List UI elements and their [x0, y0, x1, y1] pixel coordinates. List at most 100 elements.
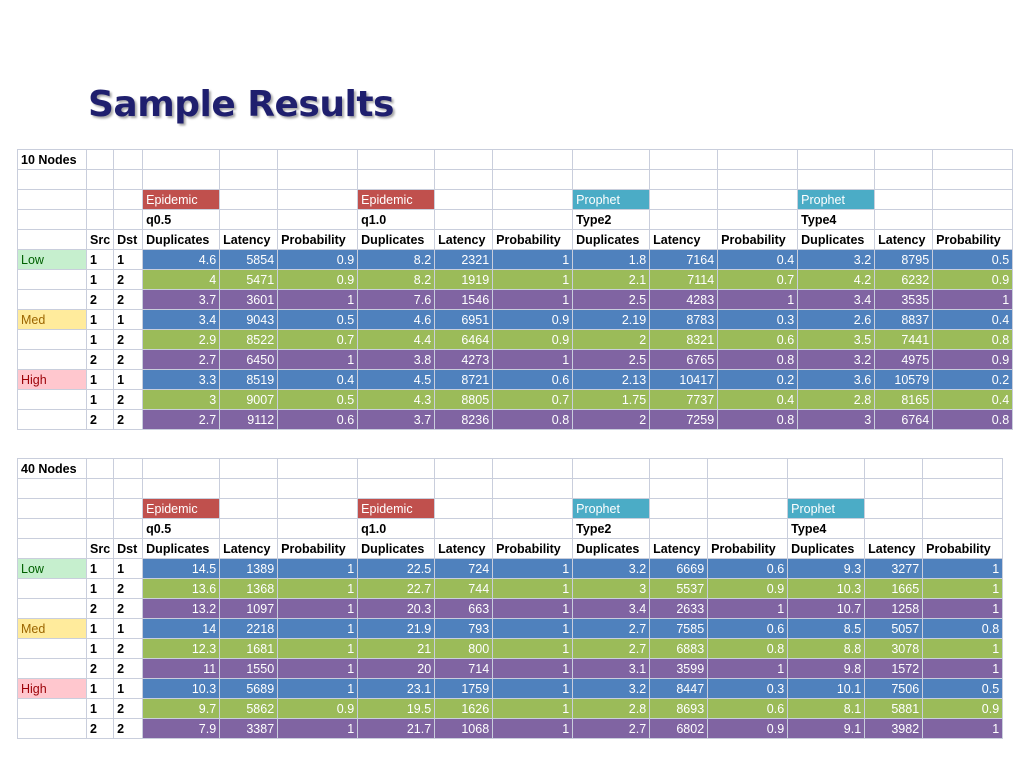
data-value: 0.6 — [707, 618, 789, 639]
data-value: 4.6 — [142, 249, 221, 270]
column-header-row: Src Dst Duplicates Latency Probability Duplic… — [17, 229, 1014, 250]
data-value: 1626 — [434, 698, 494, 719]
empty-cell — [717, 189, 799, 210]
empty-cell — [787, 458, 866, 479]
data-value: 0.9 — [277, 698, 359, 719]
data-value: 3.7 — [142, 289, 221, 310]
parameter-label: q1.0 — [357, 209, 436, 230]
src-value: 1 — [85, 369, 115, 390]
data-value: 7506 — [864, 678, 924, 699]
data-value: 1 — [922, 598, 1004, 619]
data-value: 1 — [277, 349, 359, 370]
data-value: 0.8 — [707, 638, 789, 659]
load-level — [17, 269, 87, 290]
data-value: 2.8 — [572, 698, 651, 719]
empty-cell — [113, 518, 144, 539]
data-value: 2 — [572, 329, 651, 350]
algorithm-label: Prophet — [572, 498, 651, 519]
data-value: 2.7 — [572, 638, 651, 659]
load-level: Low — [17, 558, 87, 579]
data-value: 3.7 — [357, 409, 436, 430]
algorithm-label: Epidemic — [357, 498, 436, 519]
dst-value: 1 — [113, 618, 144, 639]
src-value: 2 — [85, 409, 115, 430]
empty-cell — [113, 209, 144, 230]
data-value: 7585 — [649, 618, 709, 639]
table-row: 2 2 3.7 3601 1 7.6 1546 1 2.5 4283 1 3.4 3535 1 — [17, 289, 1014, 310]
data-value: 1 — [277, 558, 359, 579]
data-value: 8837 — [874, 309, 934, 330]
column-header: Latency — [219, 538, 279, 559]
column-header: Latency — [864, 538, 924, 559]
load-level — [17, 598, 87, 619]
data-value: 0.6 — [707, 698, 789, 719]
dst-value: 2 — [113, 658, 144, 679]
table-row: 1 2 9.7 5862 0.9 19.5 1626 1 2.8 8693 0.6 8.1 5881 0.… — [17, 698, 1004, 719]
data-value: 1.75 — [572, 389, 651, 410]
dst-value: 2 — [113, 289, 144, 310]
data-value: 663 — [434, 598, 494, 619]
empty-cell — [142, 458, 221, 479]
data-value: 0.6 — [277, 409, 359, 430]
empty-cell — [717, 209, 799, 230]
blank-row — [17, 478, 1004, 499]
empty-cell — [17, 169, 87, 190]
results-table-10-nodes: 10 Nodes Epidemic Epidemic Prophet Prophet q0… — [17, 149, 1014, 430]
empty-cell — [649, 149, 719, 170]
load-level — [17, 389, 87, 410]
empty-cell — [277, 458, 359, 479]
empty-cell — [717, 169, 799, 190]
empty-cell — [649, 169, 719, 190]
empty-cell — [874, 149, 934, 170]
load-level: High — [17, 369, 87, 390]
empty-cell — [922, 458, 1004, 479]
data-value: 0.9 — [932, 269, 1014, 290]
empty-cell — [707, 458, 789, 479]
data-value: 1 — [492, 558, 574, 579]
empty-cell — [932, 169, 1014, 190]
data-value: 0.4 — [277, 369, 359, 390]
column-header: Probability — [717, 229, 799, 250]
data-value: 1258 — [864, 598, 924, 619]
load-level — [17, 289, 87, 310]
table-row: Low 1 1 4.6 5854 0.9 8.2 2321 1 1.8 7164 0.4 3.2 8795… — [17, 249, 1014, 270]
column-header: Duplicates — [787, 538, 866, 559]
column-header: Dst — [113, 538, 144, 559]
data-value: 9007 — [219, 389, 279, 410]
data-value: 1 — [492, 658, 574, 679]
table-row: Low 1 1 14.5 1389 1 22.5 724 1 3.2 6669 0.6 9.3 3277 1 — [17, 558, 1004, 579]
empty-cell — [932, 149, 1014, 170]
data-value: 1546 — [434, 289, 494, 310]
empty-cell — [219, 518, 279, 539]
load-level — [17, 578, 87, 599]
data-value: 7.6 — [357, 289, 436, 310]
src-value: 2 — [85, 718, 115, 739]
data-value: 1919 — [434, 269, 494, 290]
data-value: 793 — [434, 618, 494, 639]
data-value: 2218 — [219, 618, 279, 639]
data-value: 3078 — [864, 638, 924, 659]
src-value: 1 — [85, 698, 115, 719]
parameter-label: Type4 — [797, 209, 876, 230]
empty-cell — [572, 478, 651, 499]
data-value: 8.8 — [787, 638, 866, 659]
dst-value: 2 — [113, 698, 144, 719]
empty-cell — [219, 169, 279, 190]
empty-cell — [492, 169, 574, 190]
data-value: 10.3 — [142, 678, 221, 699]
empty-cell — [649, 518, 709, 539]
data-value: 1368 — [219, 578, 279, 599]
data-value: 0.9 — [707, 718, 789, 739]
empty-cell — [492, 149, 574, 170]
data-value: 21.9 — [357, 618, 436, 639]
data-value: 1 — [277, 678, 359, 699]
data-value: 7.9 — [142, 718, 221, 739]
empty-cell — [113, 458, 144, 479]
data-value: 0.3 — [707, 678, 789, 699]
data-value: 1 — [492, 698, 574, 719]
data-value: 1 — [922, 658, 1004, 679]
empty-cell — [492, 209, 574, 230]
data-value: 0.6 — [492, 369, 574, 390]
data-value: 6951 — [434, 309, 494, 330]
data-value: 8.1 — [787, 698, 866, 719]
